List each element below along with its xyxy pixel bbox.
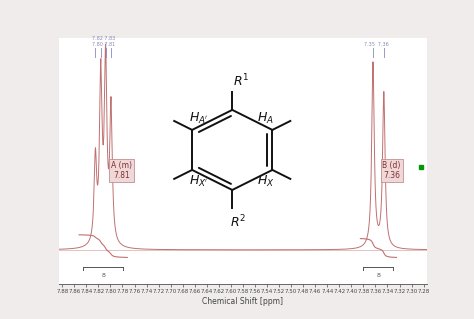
Text: $R^1$: $R^1$: [233, 73, 250, 90]
Text: 8: 8: [376, 272, 380, 278]
Text: A (m)
7.81: A (m) 7.81: [111, 161, 132, 180]
Text: $H_{A'}$: $H_{A'}$: [189, 111, 209, 126]
X-axis label: Chemical Shift [ppm]: Chemical Shift [ppm]: [202, 297, 283, 306]
Text: 7.82 7.83
7.80 7.81: 7.82 7.83 7.80 7.81: [91, 36, 115, 47]
Text: $H_X$: $H_X$: [257, 174, 274, 189]
Text: $H_{X'}$: $H_{X'}$: [189, 174, 209, 189]
Text: $H_A$: $H_A$: [257, 111, 274, 126]
Text: 7.35  7.36: 7.35 7.36: [364, 42, 389, 47]
Text: B (d)
7.36: B (d) 7.36: [383, 161, 401, 180]
Text: $R^2$: $R^2$: [229, 213, 246, 230]
Text: 8: 8: [101, 272, 105, 278]
